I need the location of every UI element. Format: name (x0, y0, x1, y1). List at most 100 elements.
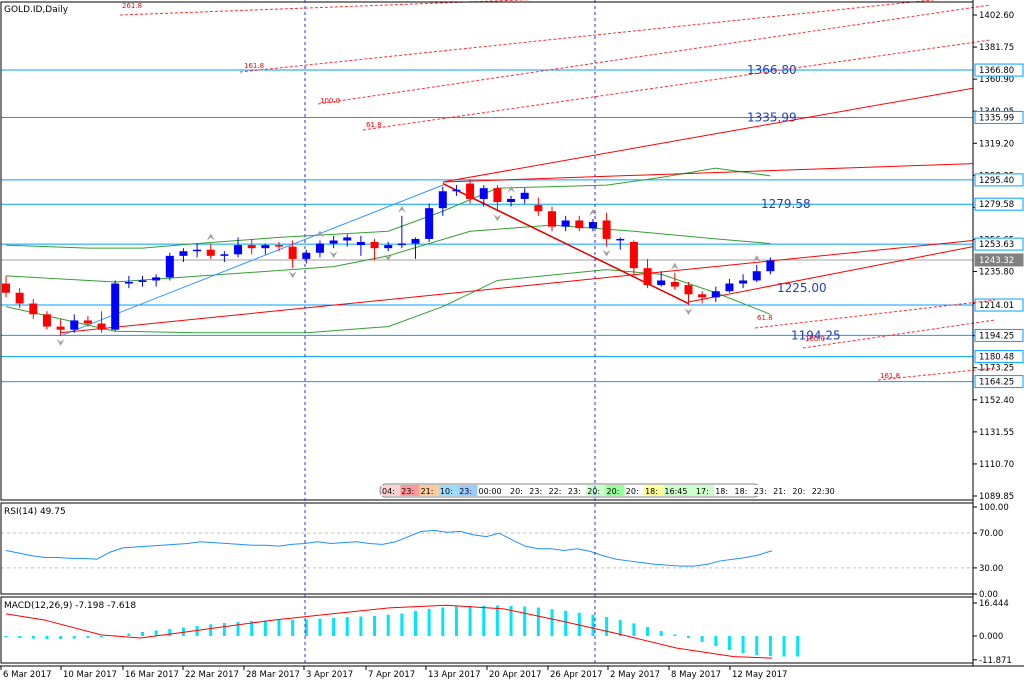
level-price-box (974, 375, 1024, 389)
candle-body (438, 191, 447, 209)
timer-cell-bg (400, 485, 420, 496)
rsi-line (5, 529, 773, 567)
candle-body (520, 192, 529, 199)
timer-cell-bg (663, 485, 695, 496)
candle-body (397, 243, 406, 246)
candle-body (97, 323, 106, 330)
candle-body (152, 277, 161, 281)
timer-cell-bg (791, 485, 811, 496)
candle-body (111, 283, 120, 330)
timer-cell-bg (714, 485, 734, 496)
macd-histogram-bar (427, 608, 431, 636)
timer-cell: 18: (715, 487, 728, 496)
macd-histogram-bar (31, 636, 35, 639)
main-price-pane[interactable]: 1402.601381.751360.901340.051319.201298.… (1, 0, 1024, 502)
candle-body (629, 242, 638, 269)
candle-body (561, 220, 570, 227)
timer-cell: 23: (401, 487, 414, 496)
candle-body (288, 246, 297, 259)
rsi-frame (0, 502, 974, 595)
macd-pane[interactable]: 16.444 0.000 -11.871 (4, 599, 1012, 666)
level-value-annotation: 1279.58 (761, 197, 811, 211)
level-value-annotation: 1194.25 (791, 328, 841, 342)
macd-histogram-bar (236, 621, 240, 636)
timer-cell: 20: (626, 487, 639, 496)
trend-line-red-down (442, 182, 689, 305)
candle-body (356, 242, 365, 246)
candle-body (56, 326, 65, 330)
timer-cell: 10: (440, 487, 453, 496)
timer-cell-bg (586, 485, 606, 496)
timer-cell: 18: (735, 487, 748, 496)
bollinger-lower (5, 269, 771, 334)
candle-body (670, 281, 679, 287)
level-price-label: 1366.80 (979, 66, 1014, 76)
time-tick-label: 8 May 2017 (671, 670, 721, 680)
fibo-line (239, 0, 937, 73)
timer-cell: 21: (773, 487, 786, 496)
price-tick-label: 1089.85 (979, 492, 1014, 502)
time-tick-label: 12 May 2017 (732, 670, 787, 680)
macd-histogram-bar (727, 636, 731, 651)
fibo-label: 161.8 (244, 62, 264, 70)
fibo-label: 61.8 (757, 314, 773, 322)
macd-histogram-bar (72, 636, 76, 639)
macd-histogram-bar (700, 636, 704, 643)
timer-cell: 20: (607, 487, 620, 496)
fibo-line (802, 319, 996, 349)
fractal-up-arrow (206, 233, 215, 241)
candle-body (220, 254, 229, 256)
fractal-up-arrow (507, 185, 516, 193)
fractal-up-arrow (315, 230, 324, 238)
fractal-down-arrow (56, 338, 65, 346)
macd-histogram-bar (687, 636, 690, 639)
main-frame (0, 1, 974, 501)
timer-cell: 23: (529, 487, 542, 496)
channel-line-upper (442, 87, 974, 183)
rsi-pane[interactable]: 100.00 70.00 30.00 0.00 (1, 503, 1009, 600)
macd-histogram-bar (141, 631, 144, 636)
level-price-label: 1164.25 (979, 378, 1014, 388)
timer-cell-bg (458, 485, 478, 496)
macd-histogram-bar (659, 630, 663, 636)
timer-cell-bg (419, 485, 439, 496)
fibo-line (362, 39, 991, 131)
bollinger-upper (5, 167, 771, 249)
candle-body (2, 283, 10, 293)
timer-cell: 17: (696, 487, 709, 496)
fibo-line (317, 4, 991, 105)
level-price-box (974, 237, 1024, 251)
candle-body (234, 245, 243, 255)
time-tick-label: 7 Apr 2017 (368, 670, 415, 680)
time-tick-label: 16 Mar 2017 (125, 670, 179, 680)
candle-body (83, 320, 92, 324)
level-price-label: 1194.25 (979, 331, 1014, 341)
timer-cell-bg (733, 485, 753, 496)
macd-histogram-bar (673, 634, 677, 636)
timer-cell: 18: (645, 487, 658, 496)
candle-body (42, 314, 51, 327)
macd-histogram-bar (441, 607, 445, 636)
macd-histogram-bar (400, 613, 404, 636)
candle-body (684, 285, 693, 295)
candle-body (206, 249, 215, 256)
macd-histogram-bar (359, 616, 363, 636)
main-chart-title: GOLD.ID,Daily (4, 5, 69, 15)
macd-histogram-bar (577, 612, 581, 636)
rsi-tick-label: 30.00 (979, 564, 1003, 574)
price-tick-label: 1402.60 (979, 11, 1014, 21)
timer-cell: 16:45 (664, 487, 687, 496)
macd-histogram-bar (304, 619, 308, 636)
candle-body (766, 260, 775, 272)
price-tick-label: 1381.75 (979, 43, 1014, 53)
price-tick-label: 1173.25 (979, 364, 1014, 374)
macd-histogram-bar (632, 623, 636, 636)
macd-histogram-bar (741, 636, 745, 654)
candle-body (138, 280, 147, 282)
candle-body (193, 249, 202, 252)
channel-line-mid (442, 163, 974, 183)
timer-cell-bg (624, 485, 645, 496)
fibo-label: 161.8 (880, 372, 900, 380)
level-price-box (974, 298, 1024, 312)
